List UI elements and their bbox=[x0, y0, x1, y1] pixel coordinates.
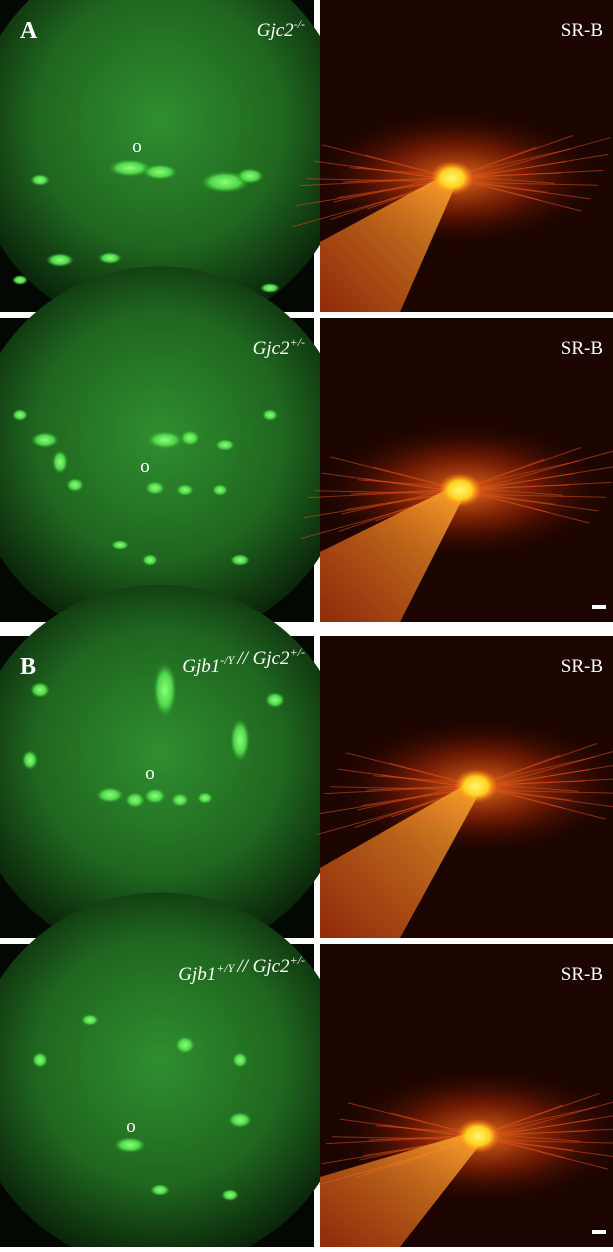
cell-blob bbox=[236, 168, 264, 184]
genotype-allele: +/- bbox=[290, 953, 305, 967]
cell-marker: o bbox=[140, 456, 150, 477]
genotype-gene: Gjc2 bbox=[257, 20, 294, 41]
filled-cell bbox=[430, 161, 474, 195]
scale-bar bbox=[592, 1230, 606, 1234]
panel-label: A bbox=[20, 18, 38, 44]
genotype-allele: +/Y bbox=[216, 961, 235, 975]
cell-blob bbox=[260, 283, 280, 293]
cell-blob bbox=[46, 253, 74, 267]
cell-blob bbox=[230, 554, 250, 566]
cell-blob bbox=[142, 164, 178, 180]
cell-blob bbox=[180, 430, 200, 446]
cell-blob bbox=[31, 432, 59, 448]
cell-blob bbox=[30, 174, 50, 186]
cell-blob bbox=[215, 439, 235, 451]
filled-cell bbox=[454, 769, 498, 803]
dye-label: SR-B bbox=[561, 338, 603, 359]
cell-blob bbox=[150, 1184, 170, 1196]
cell-blob bbox=[52, 450, 68, 474]
dye-label: SR-B bbox=[561, 20, 603, 41]
genotype-gene: Gjb1 bbox=[178, 964, 216, 985]
cell-blob bbox=[114, 1137, 146, 1153]
cell-blob bbox=[230, 718, 250, 762]
cell-blob bbox=[32, 1052, 48, 1068]
genotype-allele: -/- bbox=[294, 17, 305, 31]
image-row: Gjb1+/Y// Gjc2+/- o SR-B bbox=[0, 892, 613, 1247]
image-row: Gjc2+/- o SR-B bbox=[0, 266, 613, 643]
cell-marker: o bbox=[145, 763, 155, 784]
genotype-gene: Gjc2 bbox=[253, 338, 290, 359]
figure: AGjc2-/-oSR-BGjc2+/-oSR-BBGjb1-/Y// Gjc2… bbox=[0, 0, 613, 1247]
genotype-gene: // Gjc2 bbox=[236, 956, 290, 977]
cell-blob bbox=[66, 478, 84, 492]
cell-blob bbox=[212, 484, 228, 496]
cell-blob bbox=[111, 540, 129, 550]
scale-bar bbox=[592, 605, 606, 609]
cell-blob bbox=[96, 787, 124, 803]
filled-cell bbox=[456, 1119, 500, 1153]
cell-blob bbox=[175, 1036, 195, 1054]
cell-blob bbox=[197, 792, 213, 804]
cell-blob bbox=[145, 481, 165, 495]
filled-cell bbox=[438, 473, 482, 507]
genotype-gene: Gjb1 bbox=[182, 656, 220, 677]
cell-blob bbox=[176, 484, 194, 496]
dye-label: SR-B bbox=[561, 656, 603, 677]
cell-marker: o bbox=[132, 136, 142, 157]
cell-blob bbox=[265, 692, 285, 708]
cell-blob bbox=[144, 788, 166, 804]
cell-blob bbox=[147, 431, 183, 449]
page: AGjc2-/-oSR-BGjc2+/-oSR-BBGjb1-/Y// Gjc2… bbox=[0, 0, 613, 1247]
image-row: B Gjb1-/Y// Gjc2+/- o SR-B bbox=[0, 585, 613, 959]
cell-blob bbox=[228, 1112, 252, 1128]
cell-blob bbox=[125, 792, 145, 808]
cell-blob bbox=[98, 252, 122, 264]
genotype-allele: +/- bbox=[290, 645, 305, 659]
cell-blob bbox=[142, 554, 158, 566]
cell-blob bbox=[153, 662, 177, 718]
genotype-allele: +/- bbox=[290, 335, 305, 349]
cell-blob bbox=[22, 750, 38, 770]
cell-marker: o bbox=[126, 1116, 136, 1137]
dye-label: SR-B bbox=[561, 964, 603, 985]
panel-label: B bbox=[20, 654, 36, 680]
cell-blob bbox=[232, 1052, 248, 1068]
cell-blob bbox=[262, 409, 278, 421]
cell-blob bbox=[221, 1189, 239, 1201]
cell-blob bbox=[30, 682, 50, 698]
cell-blob bbox=[12, 275, 28, 285]
cell-blob bbox=[12, 409, 28, 421]
genotype-allele: -/Y bbox=[220, 653, 235, 667]
cell-blob bbox=[81, 1014, 99, 1026]
genotype-gene: // Gjc2 bbox=[236, 648, 290, 669]
cell-blob bbox=[171, 793, 189, 807]
